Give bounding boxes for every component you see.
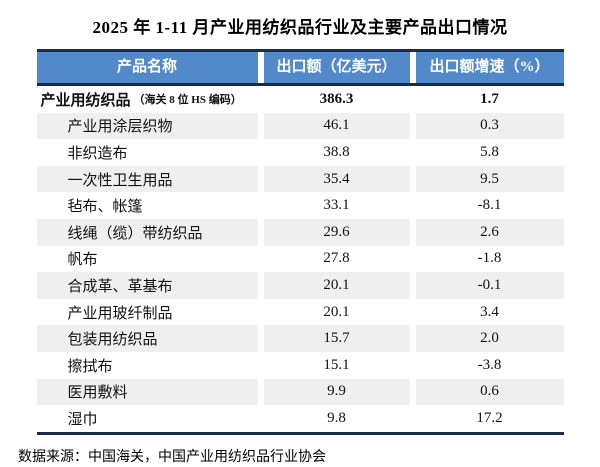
table-body: 产业用纺织品 （海关 8 位 HS 编码） 386.3 1.7 产业用涂层织物 46.1 0…	[36, 86, 564, 435]
product-name-label: 一次性卫生用品	[67, 172, 173, 189]
table-row: 包装用纺织品 15.7 2.0	[36, 325, 564, 352]
export-value-cell: 38.8	[263, 139, 410, 166]
column-header: 出口额增速（%）	[415, 52, 564, 83]
table-row: 非织造布 38.8 5.8	[36, 139, 564, 166]
product-name-cell: 线绳（缆）带纺织品	[36, 218, 258, 246]
product-name-label: 湿巾	[67, 411, 98, 428]
product-name-cell: 产业用玻纤制品	[36, 298, 258, 326]
table-header-row: 产品名称 出口额（亿美元） 出口额增速（%）	[36, 49, 564, 86]
table-row: 湿巾 9.8 17.2	[36, 405, 564, 432]
hs-code-note: （海关 8 位 HS 编码）	[133, 94, 242, 107]
table-row: 一次性卫生用品 35.4 9.5	[36, 165, 564, 193]
product-name-label: 合成革、革基布	[67, 278, 173, 295]
table-row: 擦拭布 15.1 -3.8	[36, 351, 564, 379]
product-name-cell: 产业用涂层织物	[36, 112, 258, 140]
product-name-label: 非织造布	[67, 145, 128, 162]
growth-rate-cell: -0.1	[415, 272, 564, 299]
export-value-cell: 46.1	[263, 112, 410, 140]
export-value-cell: 9.9	[263, 378, 410, 406]
table-row: 合成革、革基布 20.1 -0.1	[36, 272, 564, 299]
product-name-label: 产业用涂层织物	[67, 119, 173, 136]
product-name-cell: 帆布	[36, 245, 258, 273]
growth-rate-cell: -8.1	[415, 192, 564, 219]
product-name-label: 线绳（缆）带纺织品	[67, 225, 203, 242]
table-row: 帆布 27.8 -1.8	[36, 245, 564, 273]
product-name-cell: 一次性卫生用品	[36, 165, 258, 193]
table-row: 产业用玻纤制品 20.1 3.4	[36, 298, 564, 326]
product-name-label: 产业用纺织品	[40, 92, 131, 109]
growth-rate-cell: -1.8	[415, 245, 564, 273]
export-value-cell: 35.4	[263, 165, 410, 193]
table-row: 医用敷料 9.9 0.6	[36, 378, 564, 406]
table-row: 产业用纺织品 （海关 8 位 HS 编码） 386.3 1.7	[36, 86, 564, 113]
export-table: 产品名称 出口额（亿美元） 出口额增速（%） 产业用纺织品 （海关 8 位 HS 编码…	[36, 49, 564, 435]
product-name-cell: 合成革、革基布	[36, 272, 258, 299]
table-row: 线绳（缆）带纺织品 29.6 2.6	[36, 218, 564, 246]
growth-rate-cell: 0.3	[415, 112, 564, 140]
product-name-label: 产业用玻纤制品	[67, 305, 173, 322]
product-name-cell: 毡布、帐篷	[36, 192, 258, 219]
page-title: 2025 年 1-11 月产业用纺织品行业及主要产品出口情况	[92, 18, 508, 37]
product-name-label: 包装用纺织品	[67, 332, 158, 349]
growth-rate-cell: 0.6	[415, 378, 564, 406]
growth-rate-cell: -3.8	[415, 351, 564, 379]
export-value-cell: 20.1	[263, 298, 410, 326]
column-header: 出口额（亿美元）	[263, 52, 410, 83]
product-name-cell: 产业用纺织品 （海关 8 位 HS 编码）	[36, 86, 258, 113]
export-value-cell: 33.1	[263, 192, 410, 219]
product-name-label: 擦拭布	[67, 358, 113, 375]
data-source-note: 数据来源：中国海关，中国产业用纺织品行业协会	[18, 449, 326, 465]
export-value-cell: 20.1	[263, 272, 410, 299]
column-header: 产品名称	[36, 52, 258, 83]
export-value-cell: 27.8	[263, 245, 410, 273]
export-value-cell: 15.7	[263, 325, 410, 352]
product-name-label: 毡布、帐篷	[67, 199, 143, 216]
growth-rate-cell: 3.4	[415, 298, 564, 326]
growth-rate-cell: 17.2	[415, 405, 564, 432]
product-name-cell: 医用敷料	[36, 378, 258, 406]
growth-rate-cell: 2.0	[415, 325, 564, 352]
product-name-cell: 包装用纺织品	[36, 325, 258, 352]
product-name-label: 医用敷料	[67, 385, 128, 402]
export-value-cell: 29.6	[263, 218, 410, 246]
product-name-cell: 湿巾	[36, 405, 258, 432]
growth-rate-cell: 9.5	[415, 165, 564, 193]
table-row: 产业用涂层织物 46.1 0.3	[36, 112, 564, 140]
product-name-label: 帆布	[67, 252, 98, 269]
growth-rate-cell: 5.8	[415, 139, 564, 166]
growth-rate-cell: 2.6	[415, 218, 564, 246]
growth-rate-cell: 1.7	[415, 86, 564, 113]
product-name-cell: 非织造布	[36, 139, 258, 166]
table-row: 毡布、帐篷 33.1 -8.1	[36, 192, 564, 219]
export-value-cell: 15.1	[263, 351, 410, 379]
export-value-cell: 386.3	[263, 86, 410, 113]
export-value-cell: 9.8	[263, 405, 410, 432]
product-name-cell: 擦拭布	[36, 351, 258, 379]
